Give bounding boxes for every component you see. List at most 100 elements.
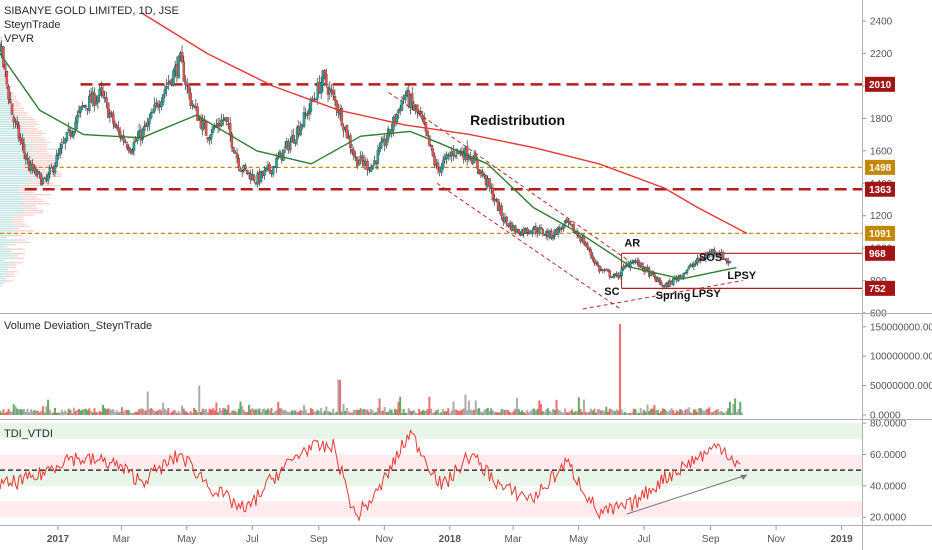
volume-bar [632, 408, 635, 415]
candle-body [96, 96, 100, 103]
vpvr-bar-up [0, 62, 2, 64]
candle-body [225, 117, 228, 122]
volume-bar [148, 409, 151, 415]
vpvr-bar-up [0, 221, 12, 223]
volume-bar [333, 412, 336, 415]
volume-bar [589, 408, 592, 415]
volume-bar [93, 408, 96, 415]
candle-body [113, 123, 117, 127]
volume-bar [557, 409, 560, 415]
vpvr-bar-up [0, 275, 9, 277]
volume-bar [357, 410, 360, 415]
candle-body [728, 261, 732, 263]
volume-tick-label-1: 50000000.0000 [870, 381, 932, 392]
candle-body [12, 116, 15, 123]
indicator-label[interactable]: VPVR [4, 33, 34, 45]
volume-bar [179, 413, 182, 415]
vpvr-bar-down [27, 153, 50, 155]
volume-bar [119, 411, 122, 415]
candle-body [122, 135, 125, 142]
candle-body [239, 168, 242, 172]
vpvr-bar-down [25, 182, 54, 184]
vpvr-bar-down [19, 130, 42, 132]
volume-bar [620, 409, 623, 415]
volume-bar [588, 411, 591, 415]
candle-body [514, 225, 517, 233]
vpvr-bar-down [30, 157, 63, 159]
volume-bar [112, 408, 115, 415]
vpvr-bar-up [0, 182, 26, 184]
volume-bar [725, 410, 728, 415]
candle-body [232, 147, 235, 152]
volume-bar [366, 409, 369, 415]
volume-bar [507, 410, 510, 415]
candle-body [101, 90, 105, 97]
volume-bar [443, 411, 446, 415]
candle-body [196, 106, 199, 121]
tdi-arrow-head [740, 474, 748, 480]
volume-bar [564, 408, 567, 415]
volume-bar [692, 409, 695, 415]
volume-bar [395, 409, 398, 415]
level-tag-752 [865, 280, 895, 296]
vpvr-bar-up [0, 212, 24, 214]
volume-bar [565, 412, 568, 415]
vpvr-bar-down [16, 252, 26, 255]
vpvr-bar-down [9, 100, 19, 103]
candle-body [594, 262, 598, 264]
volume-bar [550, 412, 553, 415]
volume-bar [220, 410, 223, 415]
price-pane[interactable]: 6008001000120014001600180020002200240020… [0, 12, 895, 320]
vpvr-bar-up [0, 153, 28, 155]
volume-bar [591, 410, 594, 415]
tdi-trend-arrow [626, 474, 748, 515]
volume-bar [189, 411, 192, 415]
volume-bar [406, 412, 409, 415]
vpvr-bar-up [0, 214, 17, 216]
volume-bar [497, 412, 500, 415]
volume-bar [347, 411, 350, 415]
vpvr-bar-down [7, 243, 16, 246]
vpvr-bar-up [0, 112, 16, 114]
vpvr-bar-down [31, 193, 51, 196]
volume-pane-title[interactable]: Volume Deviation_SteynTrade [4, 320, 153, 332]
vpvr-bar-down [13, 107, 25, 109]
candle-body [687, 266, 690, 270]
volume-bar [76, 409, 79, 415]
volume-bar [672, 410, 675, 415]
vpvr-bar-up [0, 225, 19, 228]
candle-body [220, 119, 223, 126]
symbol-title[interactable]: SIBANYE GOLD LIMITED, 1D, JSE [4, 5, 179, 17]
candle-body [65, 131, 69, 141]
volume-bar [562, 412, 565, 415]
vpvr-bar-down [0, 37, 2, 39]
volume-bar [637, 412, 640, 415]
candle-body [392, 116, 395, 131]
volume-bar [607, 411, 610, 415]
candle-body [58, 147, 62, 155]
volume-bar [215, 402, 218, 415]
vpvr-bar-down [2, 73, 6, 75]
volume-bar [174, 410, 177, 415]
volume-bar [316, 409, 319, 415]
volume-bar [303, 405, 306, 415]
tdi-pane-title[interactable]: TDI_VTDI [4, 428, 53, 440]
volume-bar [16, 408, 19, 415]
tdi-pane[interactable]: 20.0000 40.0000 60.0000 80.0000 [0, 419, 907, 524]
volume-bar [407, 408, 410, 415]
candle-body [421, 115, 424, 120]
volume-bar [404, 412, 407, 415]
annotation-ar-1: AR [624, 238, 640, 250]
candle-body [117, 127, 120, 132]
price-tick-label-5: 1600 [870, 146, 893, 157]
volume-pane[interactable]: 0.0000 50000000.0000 100000000.0000 1500000… [0, 322, 932, 422]
candle-body [333, 95, 337, 101]
vpvr-bar-down [10, 255, 18, 257]
candle-body [98, 88, 101, 96]
volume-bar [36, 410, 39, 415]
volume-bar [655, 410, 658, 415]
volume-bar [548, 410, 551, 415]
volume-bar [467, 400, 470, 415]
candle-body [211, 126, 215, 133]
